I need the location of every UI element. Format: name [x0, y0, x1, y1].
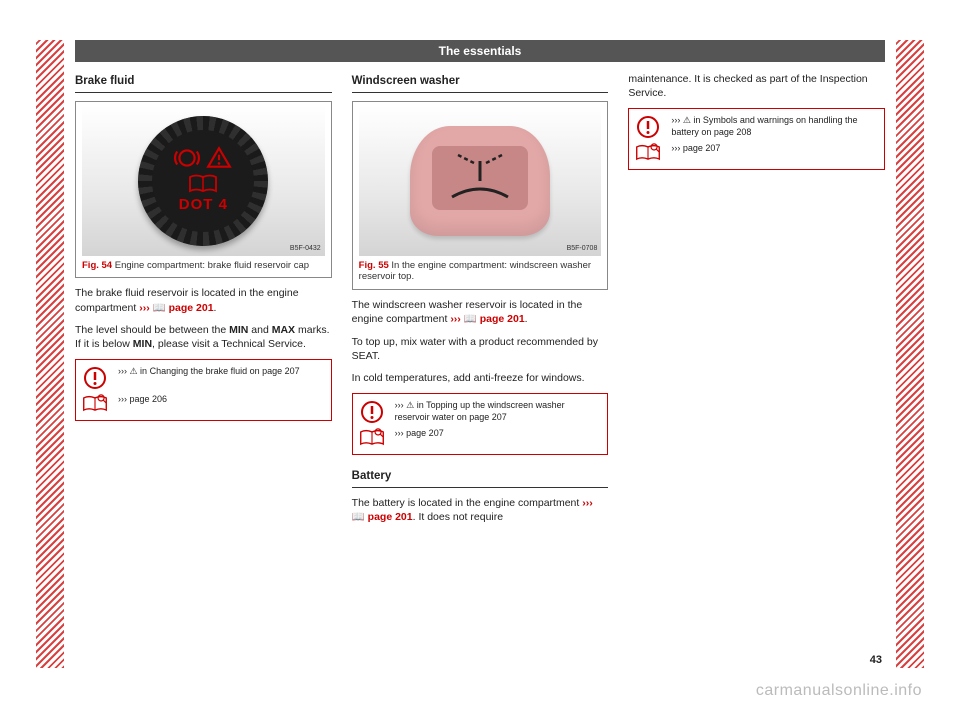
washer-cap-icon — [410, 126, 550, 236]
alert-row: ››› page 207 — [635, 141, 878, 165]
column-2: Windscreen washer — [352, 72, 609, 668]
alert-row: ››› ⚠ in Symbols and warnings on handlin… — [635, 113, 878, 141]
columns: Brake fluid — [75, 72, 885, 668]
alert-washer: ››› ⚠ in Topping up the windscreen washe… — [352, 393, 609, 455]
column-3: maintenance. It is checked as part of th… — [628, 72, 885, 668]
figure-55-caption-text: In the engine compartment: windscreen wa… — [359, 260, 591, 283]
text: MIN — [133, 338, 152, 350]
alert-text: ››› page 206 — [118, 394, 325, 406]
alert-row: ››› ⚠ in Changing the brake fluid on pag… — [82, 364, 325, 392]
text: . — [214, 302, 217, 314]
figure-55-label: Fig. 55 — [359, 260, 389, 271]
text: MAX — [272, 324, 295, 336]
battery-p1: The battery is located in the engine com… — [352, 496, 609, 524]
section-title-windscreen: Windscreen washer — [352, 74, 609, 93]
washer-p3: In cold temperatures, add anti-freeze fo… — [352, 371, 609, 385]
brake-fluid-cap-icon: DOT 4 — [138, 116, 268, 246]
warning-circle-icon — [82, 366, 108, 390]
page-number: 43 — [870, 654, 882, 666]
alert-row: ››› page 207 — [359, 426, 602, 450]
brake-p1: The brake fluid reservoir is located in … — [75, 286, 332, 314]
watermark: carmanualsonline.info — [756, 682, 922, 700]
dot4-label: DOT 4 — [179, 195, 228, 215]
alert-text: ››› ⚠ in Changing the brake fluid on pag… — [118, 366, 325, 378]
section-title-battery: Battery — [352, 469, 609, 488]
manual-book-icon — [188, 173, 218, 195]
figure-54-caption-text: Engine compartment: brake fluid reservoi… — [115, 260, 309, 271]
brake-symbol-icon — [174, 145, 200, 171]
brake-p2: The level should be between the MIN and … — [75, 323, 332, 351]
hatch-right — [896, 40, 924, 668]
figure-55-image: B5F-0708 — [359, 106, 602, 256]
alert-battery: ››› ⚠ in Symbols and warnings on handlin… — [628, 108, 885, 170]
text: , please visit a Technical Service. — [152, 338, 306, 350]
figure-55-caption: Fig. 55 In the engine compartment: winds… — [359, 260, 602, 284]
figure-54-tag: B5F-0432 — [290, 244, 321, 253]
figure-55: B5F-0708 Fig. 55 In the engine compartme… — [352, 101, 609, 291]
text: The level should be between the — [75, 324, 229, 336]
alert-brake: ››› ⚠ in Changing the brake fluid on pag… — [75, 359, 332, 421]
text: The battery is located in the engine com… — [352, 497, 583, 509]
washer-p1: The windscreen washer reservoir is locat… — [352, 298, 609, 326]
warning-triangle-icon — [206, 145, 232, 171]
page-content: The essentials Brake fluid — [75, 40, 885, 668]
alert-text: ››› ⚠ in Topping up the windscreen washe… — [395, 400, 602, 423]
book-ref-icon — [359, 428, 385, 448]
book-ref-icon — [635, 143, 661, 163]
figure-54-image: DOT 4 B5F-0432 — [82, 106, 325, 256]
warning-circle-icon — [359, 400, 385, 424]
column-1: Brake fluid — [75, 72, 332, 668]
page-ref: ››› 📖 page 201 — [450, 313, 524, 325]
text: MIN — [229, 324, 248, 336]
text: . — [525, 313, 528, 325]
text: . It does not require — [413, 511, 503, 523]
hatch-left — [36, 40, 64, 668]
battery-p2: maintenance. It is checked as part of th… — [628, 72, 885, 100]
book-ref-icon — [82, 394, 108, 414]
figure-55-tag: B5F-0708 — [567, 244, 598, 253]
section-header: The essentials — [75, 40, 885, 62]
alert-text: ››› ⚠ in Symbols and warnings on handlin… — [671, 115, 878, 138]
figure-54: DOT 4 B5F-0432 Fig. 54 Engine compartmen… — [75, 101, 332, 279]
alert-text: ››› page 207 — [395, 428, 602, 440]
page-ref: ››› 📖 page 201 — [139, 302, 213, 314]
alert-text: ››› page 207 — [671, 143, 878, 155]
figure-54-label: Fig. 54 — [82, 260, 112, 271]
alert-row: ››› ⚠ in Topping up the windscreen washe… — [359, 398, 602, 426]
figure-54-caption: Fig. 54 Engine compartment: brake fluid … — [82, 260, 325, 272]
warning-circle-icon — [635, 115, 661, 139]
section-title-brake-fluid: Brake fluid — [75, 74, 332, 93]
alert-row: ››› page 206 — [82, 392, 325, 416]
text: and — [248, 324, 271, 336]
washer-p2: To top up, mix water with a product reco… — [352, 335, 609, 363]
washer-symbol-icon — [440, 153, 520, 203]
